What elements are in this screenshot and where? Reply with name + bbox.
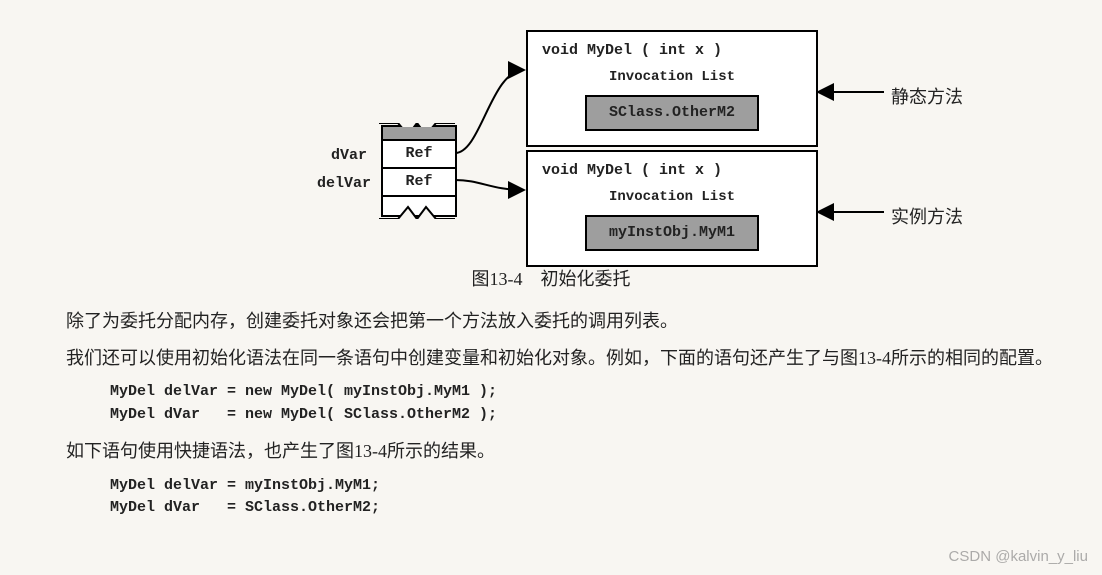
stack-row-ref1: Ref bbox=[383, 139, 455, 167]
invocation-title-bottom: Invocation List bbox=[542, 186, 802, 210]
invocation-item-bottom: myInstObj.MyM1 bbox=[585, 215, 759, 251]
stack-frame: Ref Ref bbox=[381, 125, 457, 217]
stack-row-ref2: Ref bbox=[383, 167, 455, 195]
stack-label-delvar: delVar bbox=[317, 171, 371, 197]
code-block-1: MyDel delVar = new MyDel( myInstObj.MyM1… bbox=[110, 381, 1072, 426]
paragraph-1: 除了为委托分配内存，创建委托对象还会把第一个方法放入委托的调用列表。 bbox=[30, 306, 1072, 337]
figure-13-4-diagram: void MyDel ( int x ) Invocation List SCl… bbox=[191, 20, 911, 300]
signature-top: void MyDel ( int x ) bbox=[542, 38, 802, 64]
delegate-box-top: void MyDel ( int x ) Invocation List SCl… bbox=[526, 30, 818, 147]
stack-notch-bottom bbox=[379, 205, 455, 219]
label-instance-method: 实例方法 bbox=[891, 202, 963, 233]
invocation-title-top: Invocation List bbox=[542, 66, 802, 90]
stack-row-gray bbox=[383, 127, 455, 139]
watermark: CSDN @kalvin_y_liu bbox=[949, 544, 1088, 570]
invocation-item-top: SClass.OtherM2 bbox=[585, 95, 759, 131]
signature-bottom: void MyDel ( int x ) bbox=[542, 158, 802, 184]
code-block-2: MyDel delVar = myInstObj.MyM1; MyDel dVa… bbox=[110, 475, 1072, 520]
paragraph-2: 我们还可以使用初始化语法在同一条语句中创建变量和初始化对象。例如，下面的语句还产… bbox=[30, 343, 1072, 374]
stack-table: dVar delVar Ref Ref bbox=[381, 125, 457, 217]
figure-caption: 图13-4 初始化委托 bbox=[191, 264, 911, 295]
paragraph-3: 如下语句使用快捷语法，也产生了图13-4所示的结果。 bbox=[30, 436, 1072, 467]
delegate-box-bottom: void MyDel ( int x ) Invocation List myI… bbox=[526, 150, 818, 267]
label-static-method: 静态方法 bbox=[891, 82, 963, 113]
stack-label-dvar: dVar bbox=[331, 143, 367, 169]
